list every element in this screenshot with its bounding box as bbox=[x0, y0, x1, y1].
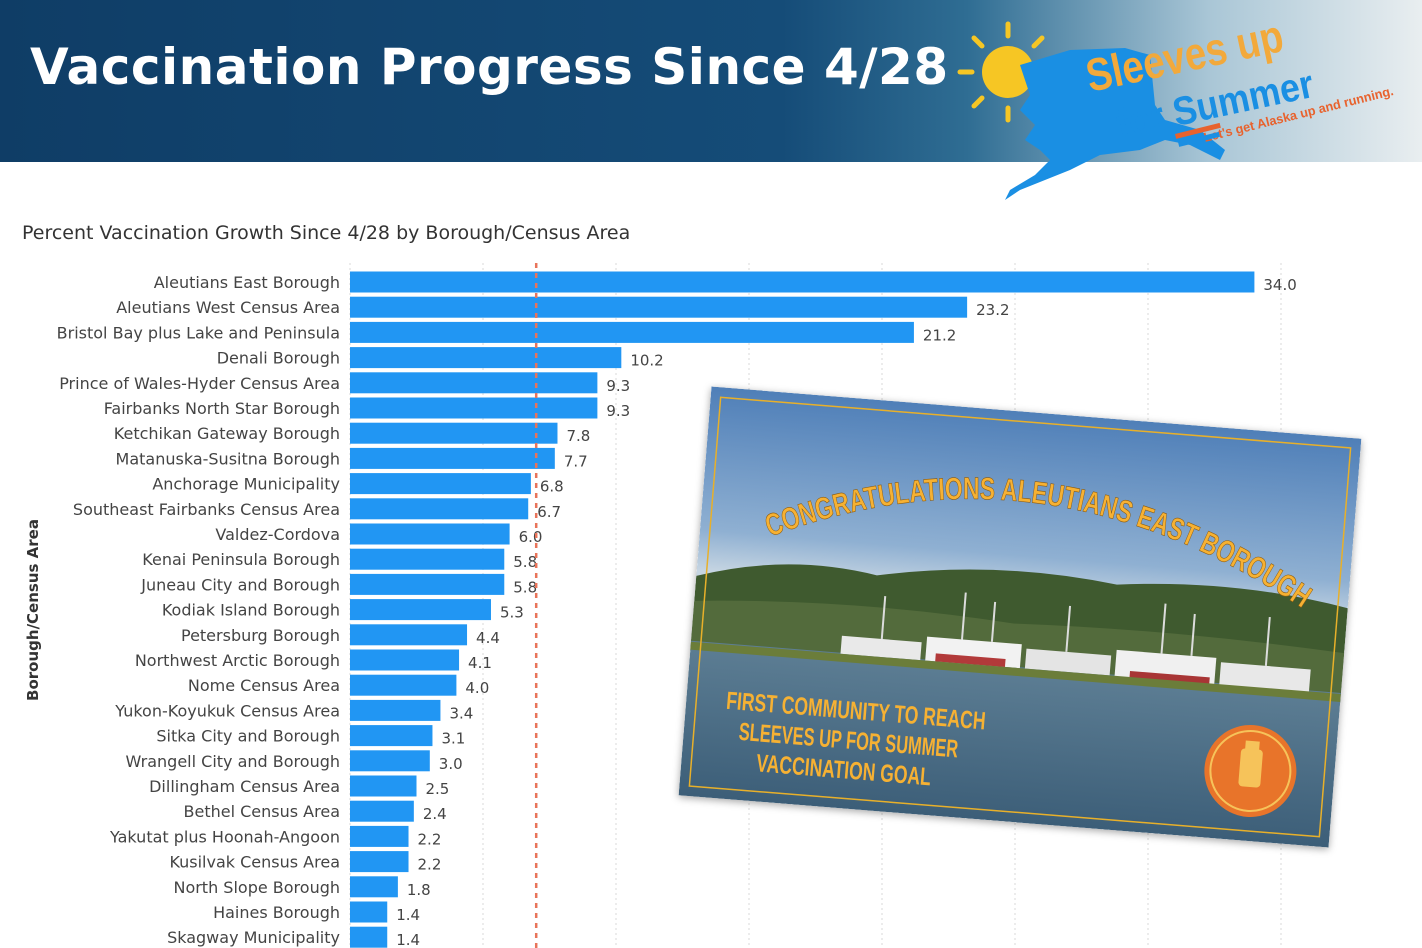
category-label: Ketchikan Gateway Borough bbox=[114, 424, 340, 443]
bar bbox=[350, 674, 457, 696]
category-label: Kodiak Island Borough bbox=[162, 601, 340, 620]
value-label: 4.0 bbox=[465, 679, 489, 697]
value-label: 34.0 bbox=[1263, 276, 1296, 294]
value-label: 3.1 bbox=[441, 730, 465, 748]
category-label: Juneau City and Borough bbox=[140, 575, 340, 594]
category-label: Yukon-Koyukuk Census Area bbox=[114, 701, 340, 720]
value-label: 1.4 bbox=[396, 931, 420, 948]
bar bbox=[350, 926, 388, 948]
bar bbox=[350, 624, 468, 646]
bar bbox=[350, 397, 598, 419]
category-label: Dillingham Census Area bbox=[149, 777, 340, 796]
bar bbox=[350, 901, 388, 923]
vaccine-vial-icon bbox=[1238, 748, 1263, 788]
bar bbox=[350, 372, 598, 394]
category-label: Fairbanks North Star Borough bbox=[104, 399, 340, 418]
category-label: Yakutat plus Hoonah-Angoon bbox=[109, 827, 340, 846]
category-label: Skagway Municipality bbox=[167, 928, 340, 947]
value-label: 2.2 bbox=[418, 856, 442, 874]
bar bbox=[350, 347, 622, 369]
bar bbox=[350, 321, 914, 343]
value-label: 6.0 bbox=[519, 528, 543, 546]
category-label: Kusilvak Census Area bbox=[169, 853, 340, 872]
value-label: 21.2 bbox=[923, 326, 956, 344]
value-label: 5.3 bbox=[500, 604, 524, 622]
bar bbox=[350, 573, 505, 595]
value-label: 9.3 bbox=[606, 377, 630, 395]
bar bbox=[350, 296, 968, 318]
water bbox=[678, 640, 1341, 848]
category-label: Bristol Bay plus Lake and Peninsula bbox=[57, 323, 340, 342]
category-label: Prince of Wales-Hyder Census Area bbox=[59, 374, 340, 393]
value-label: 2.4 bbox=[423, 805, 447, 823]
its-our-shot-badge bbox=[1204, 724, 1297, 817]
alaska-map-icon bbox=[1005, 48, 1225, 200]
boats bbox=[690, 592, 1341, 702]
value-label: 9.3 bbox=[606, 402, 630, 420]
bar bbox=[350, 599, 491, 621]
logo-stripe-orange bbox=[1174, 122, 1221, 139]
bar bbox=[350, 447, 555, 469]
category-label: Petersburg Borough bbox=[181, 626, 340, 645]
value-label: 6.7 bbox=[537, 503, 561, 521]
bar bbox=[350, 725, 433, 747]
bar bbox=[350, 851, 409, 873]
value-label: 7.8 bbox=[566, 427, 590, 445]
bar bbox=[350, 699, 441, 721]
sleeves-up-logo: Sleeves up for Summer Let's get Alaska u… bbox=[957, 10, 1395, 200]
logo-stripe-blue bbox=[1178, 131, 1220, 147]
category-label: North Slope Borough bbox=[173, 878, 340, 897]
value-label: 5.8 bbox=[513, 553, 537, 571]
bar bbox=[350, 876, 398, 898]
bar bbox=[350, 523, 510, 545]
category-label: Bethel Census Area bbox=[184, 802, 340, 821]
bar bbox=[350, 473, 531, 495]
category-label: Anchorage Municipality bbox=[152, 475, 340, 494]
value-label: 3.0 bbox=[439, 755, 463, 773]
bar bbox=[350, 422, 558, 444]
bar bbox=[350, 825, 409, 847]
bar bbox=[350, 800, 414, 822]
category-label: Valdez-Cordova bbox=[215, 525, 340, 544]
value-label: 10.2 bbox=[630, 352, 663, 370]
category-label: Southeast Fairbanks Census Area bbox=[73, 500, 340, 519]
category-label: Haines Borough bbox=[213, 903, 340, 922]
value-label: 23.2 bbox=[976, 301, 1009, 319]
bar bbox=[350, 649, 460, 671]
chart-title: Percent Vaccination Growth Since 4/28 by… bbox=[22, 222, 631, 244]
page-title: Vaccination Progress Since 4/28 bbox=[30, 38, 949, 96]
value-label: 5.8 bbox=[513, 578, 537, 596]
category-label: Aleutians West Census Area bbox=[116, 298, 340, 317]
value-label: 4.1 bbox=[468, 654, 492, 672]
bar bbox=[350, 548, 505, 570]
category-label: Nome Census Area bbox=[188, 676, 340, 695]
category-label: Sitka City and Borough bbox=[156, 727, 340, 746]
bar bbox=[350, 498, 529, 520]
value-label: 2.2 bbox=[418, 830, 442, 848]
category-label: Kenai Peninsula Borough bbox=[142, 550, 340, 569]
value-label: 3.4 bbox=[449, 704, 473, 722]
value-label: 6.8 bbox=[540, 478, 564, 496]
category-label: Wrangell City and Borough bbox=[126, 752, 340, 771]
bar bbox=[350, 750, 430, 772]
congratulations-postcard: CONGRATULATIONS ALEUTIANS EAST BOROUGH F… bbox=[678, 386, 1362, 848]
header-banner: Vaccination Progress Since 4/28 Sleeves … bbox=[0, 0, 1422, 200]
value-label: 7.7 bbox=[564, 452, 588, 470]
category-label: Aleutians East Borough bbox=[154, 273, 340, 292]
value-label: 1.4 bbox=[396, 906, 420, 924]
value-label: 4.4 bbox=[476, 629, 500, 647]
category-label: Northwest Arctic Borough bbox=[135, 651, 340, 670]
category-label: Denali Borough bbox=[217, 349, 340, 368]
bar bbox=[350, 775, 417, 797]
bar bbox=[350, 271, 1255, 293]
category-label: Matanuska-Susitna Borough bbox=[116, 449, 340, 468]
value-label: 1.8 bbox=[407, 881, 431, 899]
value-label: 2.5 bbox=[426, 780, 450, 798]
